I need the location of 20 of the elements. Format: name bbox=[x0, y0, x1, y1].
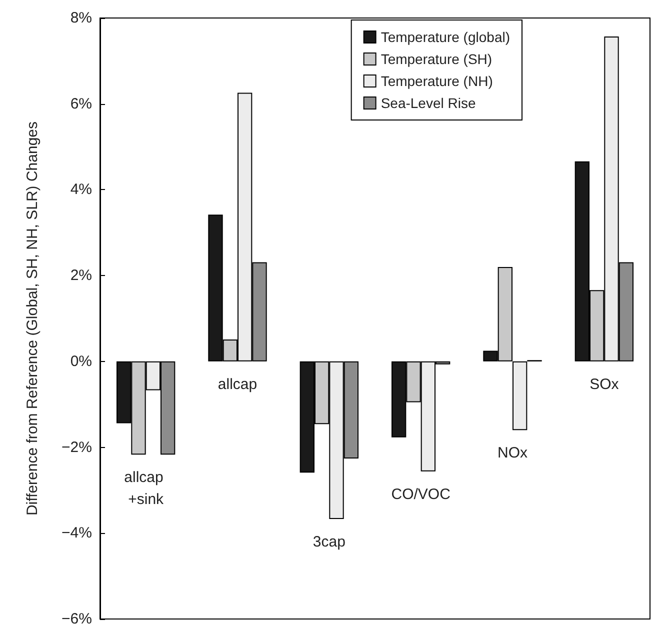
x-tick-label: SOx bbox=[590, 376, 620, 393]
x-tick-label: 3cap bbox=[312, 533, 346, 550]
x-tick-label: CO/VOC bbox=[391, 486, 451, 503]
y-tick-label: 6% bbox=[70, 95, 92, 112]
y-tick-label: 4% bbox=[70, 181, 92, 198]
y-tick-label: 0% bbox=[70, 352, 92, 370]
y-axis-title: Difference from Reference (Global, SH, NH, SLR) Changes bbox=[24, 121, 41, 516]
y-tick-label: −6% bbox=[62, 610, 92, 628]
legend-label: Temperature (global) bbox=[380, 29, 510, 45]
y-tick-label: −4% bbox=[62, 524, 92, 542]
y-tick-label: 2% bbox=[70, 267, 92, 284]
legend-label: Temperature (SH) bbox=[380, 51, 492, 67]
x-tick-label: allcap +sink bbox=[124, 469, 168, 508]
legend-label: Sea-Level Rise bbox=[380, 95, 476, 111]
y-tick-label: −2% bbox=[62, 438, 92, 456]
x-tick-label: NOx bbox=[498, 444, 528, 462]
x-tick-label: allcap bbox=[218, 376, 258, 393]
y-tick-label: 8% bbox=[70, 10, 92, 26]
legend-label: Temperature (NH) bbox=[380, 73, 493, 89]
bar bbox=[512, 361, 528, 430]
